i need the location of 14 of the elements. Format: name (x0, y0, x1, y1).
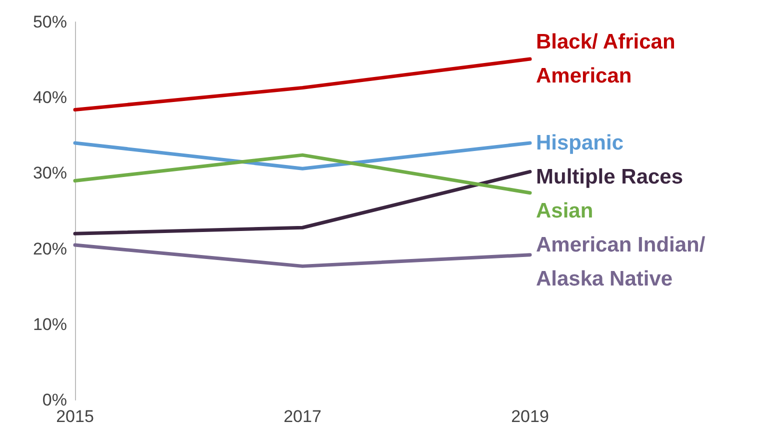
series-label: Asian (536, 199, 594, 222)
y-tick-label: 0% (42, 390, 67, 410)
y-tick-label: 40% (32, 88, 67, 108)
x-tick-label: 2019 (511, 407, 549, 426)
y-tick-label: 30% (32, 164, 67, 183)
series-label: Multiple Races (536, 165, 684, 188)
x-tick-label: 2017 (284, 407, 322, 426)
y-tick-label: 50% (32, 12, 67, 32)
series-label: Hispanic (536, 131, 624, 154)
x-tick-label: 2015 (56, 407, 94, 426)
y-tick-label: 20% (32, 239, 67, 258)
series-label: American Indian/ Alaska Native (536, 233, 712, 290)
y-tick-label: 10% (32, 314, 67, 334)
series-label: Black/ African American (536, 30, 682, 88)
